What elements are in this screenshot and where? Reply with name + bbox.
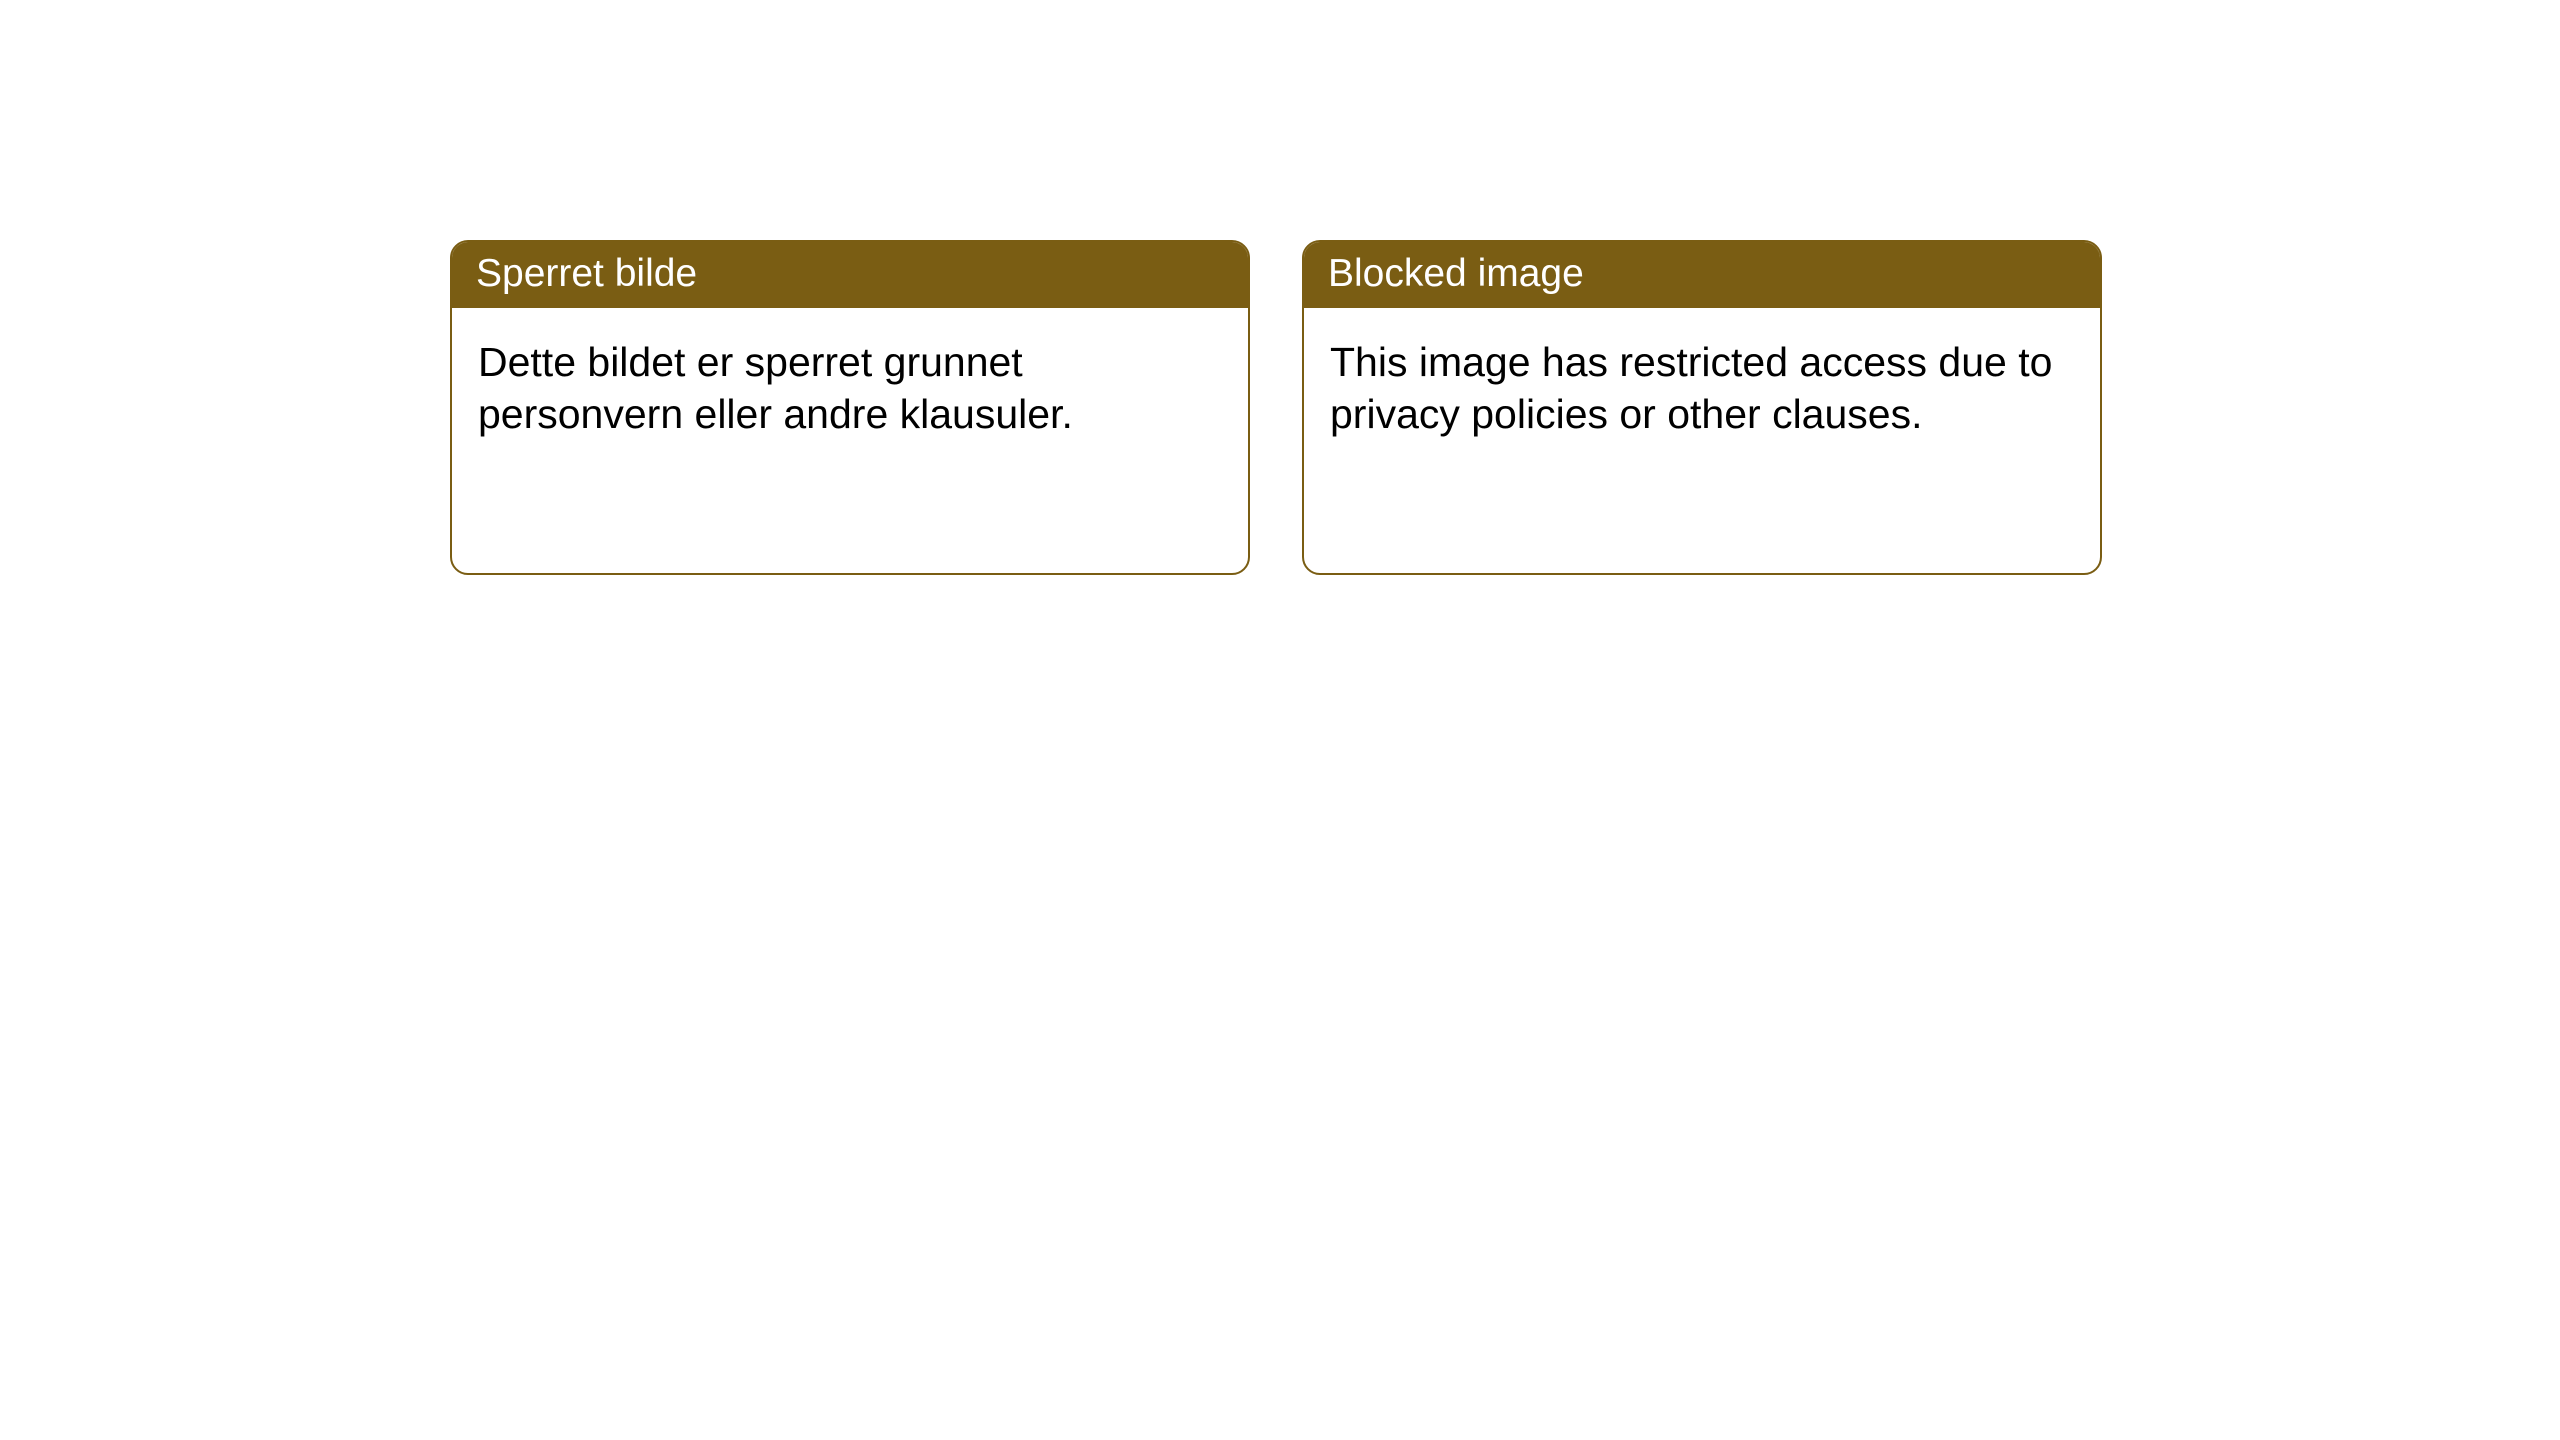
- card-header: Blocked image: [1304, 242, 2100, 308]
- notice-card-norwegian: Sperret bilde Dette bildet er sperret gr…: [450, 240, 1250, 575]
- card-body: Dette bildet er sperret grunnet personve…: [452, 308, 1248, 469]
- card-body: This image has restricted access due to …: [1304, 308, 2100, 469]
- notice-card-english: Blocked image This image has restricted …: [1302, 240, 2102, 575]
- notice-container: Sperret bilde Dette bildet er sperret gr…: [0, 0, 2560, 575]
- card-header: Sperret bilde: [452, 242, 1248, 308]
